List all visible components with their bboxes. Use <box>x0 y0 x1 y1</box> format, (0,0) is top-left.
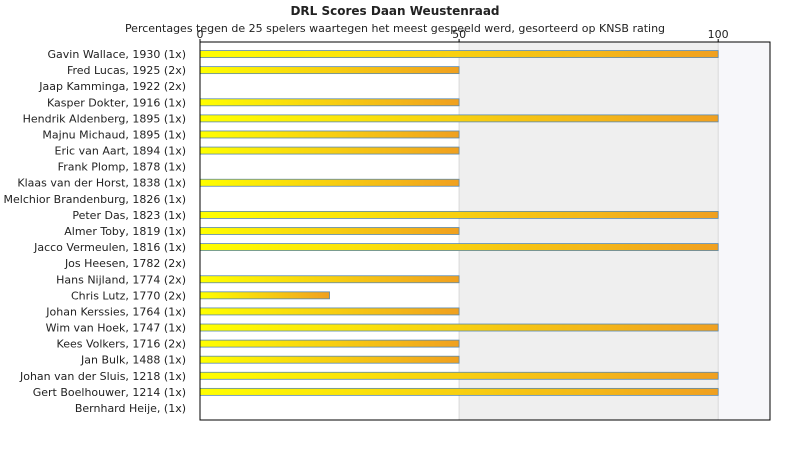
category-label-17: Wim van Hoek, 1747 (1x) <box>46 322 186 335</box>
bar-15 <box>199 291 330 300</box>
bar-20 <box>199 371 719 380</box>
category-label-8: Klaas van der Horst, 1838 (1x) <box>17 177 186 190</box>
category-label-0: Gavin Wallace, 1930 (1x) <box>48 48 186 61</box>
category-label-22: Bernhard Heije, (1x) <box>75 402 186 415</box>
bar-5 <box>199 130 460 139</box>
bar-16 <box>199 307 460 316</box>
category-label-14: Hans Nijland, 1774 (2x) <box>56 273 186 286</box>
category-label-6: Eric van Aart, 1894 (1x) <box>55 145 186 158</box>
bar-0 <box>199 50 719 58</box>
bar-4 <box>199 114 719 123</box>
plot-band-50-100 <box>459 42 719 420</box>
chart-subtitle: Percentages tegen de 25 spelers waartege… <box>124 22 666 35</box>
y-category-labels: Gavin Wallace, 1930 (1x) Fred Lucas, 1925… <box>4 48 186 415</box>
bar-6 <box>199 146 460 155</box>
category-label-12: Jacco Vermeulen, 1816 (1x) <box>33 241 186 254</box>
category-label-2: Jaap Kamminga, 1922 (2x) <box>38 80 186 93</box>
bar-17 <box>199 323 719 332</box>
bar-8 <box>199 178 460 187</box>
category-label-19: Jan Bulk, 1488 (1x) <box>80 354 186 367</box>
category-label-15: Chris Lutz, 1770 (2x) <box>71 289 186 302</box>
category-label-7: Frank Plomp, 1878 (1x) <box>58 161 186 174</box>
category-label-20: Johan van der Sluis, 1218 (1x) <box>19 370 186 383</box>
category-label-3: Kasper Dokter, 1916 (1x) <box>47 96 186 109</box>
x-tick-label-50: 50 <box>452 28 466 41</box>
plot-band-100-end <box>718 42 770 420</box>
category-label-10: Peter Das, 1823 (1x) <box>72 209 186 222</box>
category-label-21: Gert Boelhouwer, 1214 (1x) <box>33 386 186 399</box>
category-label-4: Hendrik Aldenberg, 1895 (1x) <box>23 112 186 125</box>
bar-3 <box>199 98 460 107</box>
category-label-11: Almer Toby, 1819 (1x) <box>64 225 186 238</box>
x-tick-label-100: 100 <box>708 28 729 41</box>
bar-18 <box>199 339 460 348</box>
bar-11 <box>199 227 460 235</box>
bar-1 <box>199 66 460 75</box>
category-label-13: Jos Heesen, 1782 (2x) <box>64 257 186 270</box>
bar-10 <box>199 211 719 219</box>
chart-title: DRL Scores Daan Weustenraad <box>290 4 500 18</box>
category-label-16: Johan Kerssies, 1764 (1x) <box>45 305 186 318</box>
plot-frame <box>199 41 771 421</box>
x-tick-labels: 0 50 100 <box>197 28 729 42</box>
bar-21 <box>199 387 719 396</box>
bar-14 <box>199 275 460 284</box>
bar-19 <box>199 355 460 364</box>
bars <box>199 50 719 396</box>
x-tick-label-0: 0 <box>197 28 204 41</box>
bar-12 <box>199 243 719 251</box>
category-label-18: Kees Volkers, 1716 (2x) <box>57 338 186 351</box>
category-label-5: Majnu Michaud, 1895 (1x) <box>42 128 186 141</box>
axes <box>199 41 771 421</box>
category-label-9: Melchior Brandenburg, 1826 (1x) <box>4 193 186 206</box>
category-label-1: Fred Lucas, 1925 (2x) <box>67 64 186 77</box>
